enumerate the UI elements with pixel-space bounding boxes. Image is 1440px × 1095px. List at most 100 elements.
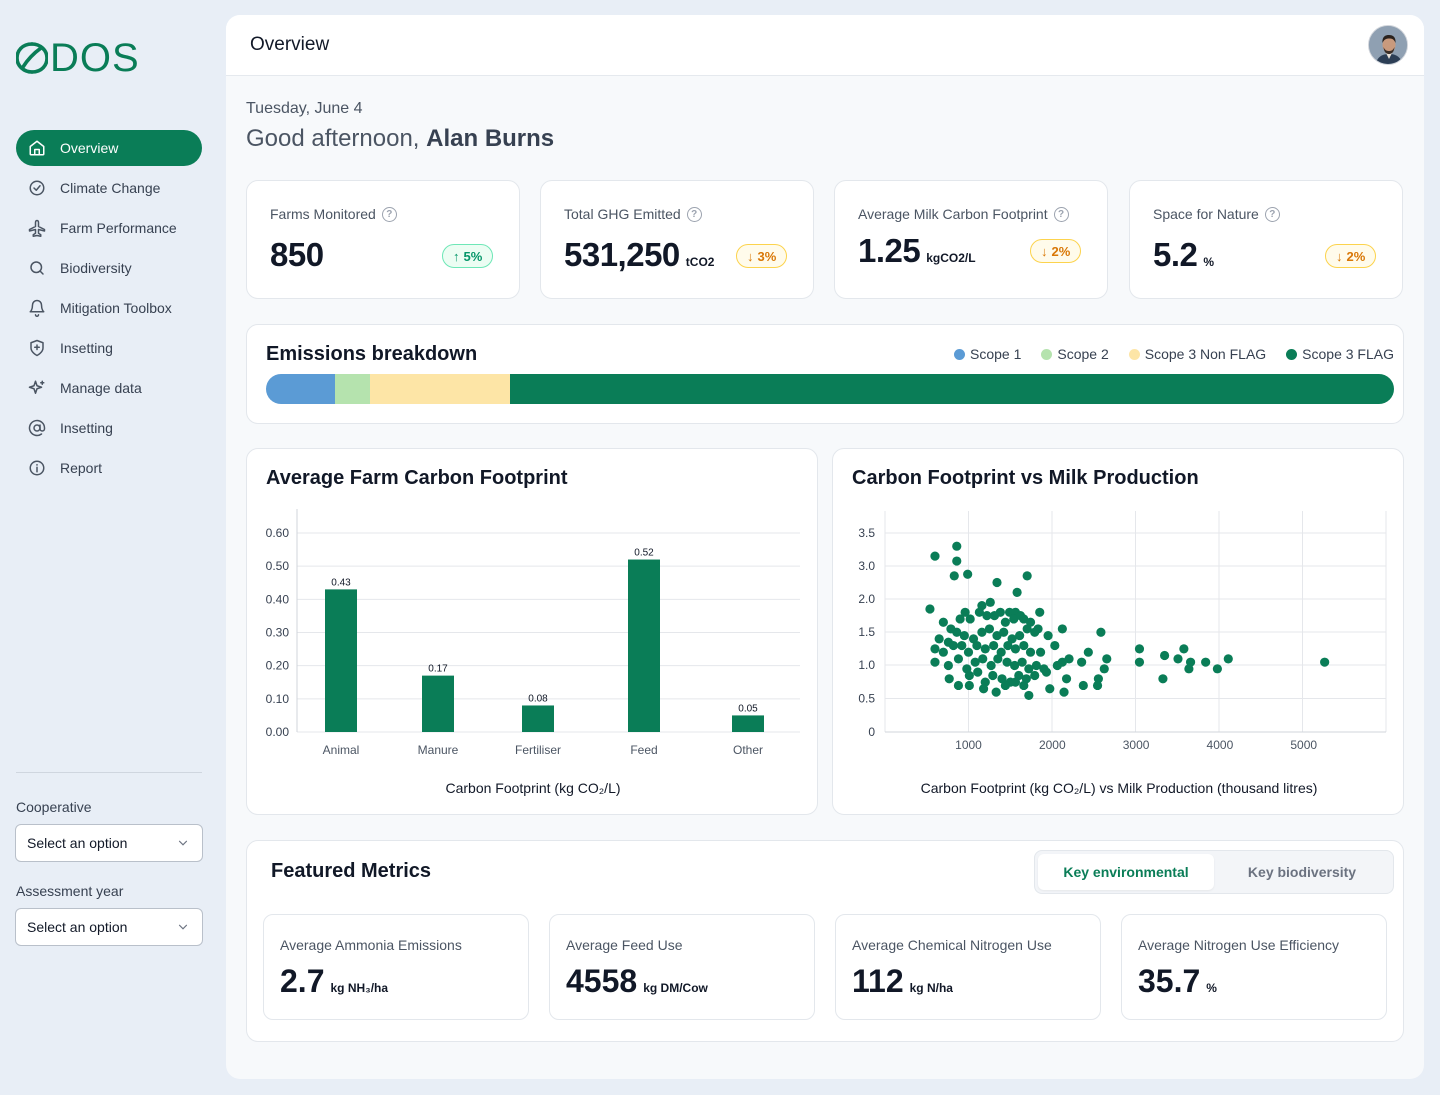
scatter-point[interactable] — [963, 647, 974, 657]
scatter-point[interactable] — [952, 627, 962, 637]
scatter-point[interactable] — [973, 667, 983, 677]
scatter-point[interactable] — [965, 614, 975, 624]
scatter-point[interactable] — [930, 644, 940, 654]
scatter-point[interactable] — [1000, 680, 1010, 691]
bar[interactable] — [422, 675, 454, 732]
bar[interactable] — [325, 589, 357, 732]
scatter-point[interactable] — [1009, 660, 1020, 671]
scatter-point[interactable] — [1050, 640, 1060, 651]
scatter-point[interactable] — [988, 670, 998, 681]
scatter-point[interactable] — [1007, 634, 1017, 644]
scatter-point[interactable] — [1179, 644, 1189, 654]
scatter-point[interactable] — [1000, 617, 1010, 627]
sidebar-item-climate-change[interactable]: Climate Change — [16, 170, 202, 206]
scatter-point[interactable] — [1035, 647, 1046, 657]
scatter-point[interactable] — [1012, 587, 1022, 597]
scatter-point[interactable] — [934, 634, 944, 644]
scatter-point[interactable] — [1057, 624, 1067, 634]
scatter-point[interactable] — [943, 660, 953, 671]
scatter-point[interactable] — [1077, 657, 1087, 667]
scatter-point[interactable] — [1024, 690, 1034, 701]
scatter-point[interactable] — [989, 611, 1000, 621]
scatter-point[interactable] — [953, 654, 964, 664]
scatter-point[interactable] — [980, 644, 990, 654]
scatter-point[interactable] — [1134, 644, 1145, 654]
scatter-point[interactable] — [1092, 680, 1103, 691]
sidebar-item-insetting-2[interactable]: Insetting — [16, 410, 202, 446]
scatter-point[interactable] — [1003, 640, 1013, 651]
scatter-point[interactable] — [1134, 657, 1145, 667]
scatter-point[interactable] — [944, 674, 954, 684]
scatter-point[interactable] — [999, 627, 1009, 637]
scatter-point[interactable] — [1102, 654, 1112, 664]
scatter-point[interactable] — [1025, 647, 1036, 657]
bar[interactable] — [522, 705, 554, 732]
scatter-point[interactable] — [1039, 664, 1049, 674]
help-icon[interactable]: ? — [1264, 206, 1280, 222]
scatter-point[interactable] — [1061, 674, 1072, 684]
scatter-point[interactable] — [1096, 627, 1106, 637]
scatter-point[interactable] — [972, 640, 982, 651]
scatter-point[interactable] — [1083, 647, 1093, 657]
help-icon[interactable]: ? — [686, 206, 702, 222]
scatter-point[interactable] — [1045, 684, 1055, 694]
sidebar-item-insetting[interactable]: Insetting — [16, 330, 202, 366]
emissions-segment[interactable] — [369, 374, 510, 404]
scatter-point[interactable] — [1022, 624, 1032, 634]
scatter-point[interactable] — [1059, 687, 1069, 697]
emissions-segment[interactable] — [266, 374, 335, 404]
scatter-point[interactable] — [1030, 670, 1040, 681]
scatter-point[interactable] — [1010, 677, 1021, 687]
scatter-point[interactable] — [1184, 664, 1194, 674]
scatter-point[interactable] — [986, 660, 996, 671]
scatter-point[interactable] — [989, 640, 999, 651]
scatter-point[interactable] — [1158, 674, 1168, 684]
scatter-point[interactable] — [1223, 654, 1233, 664]
scatter-point[interactable] — [1031, 660, 1041, 671]
scatter-point[interactable] — [960, 607, 970, 617]
scatter-point[interactable] — [1212, 664, 1222, 674]
sidebar-item-report[interactable]: Report — [16, 450, 202, 486]
scatter-point[interactable] — [992, 577, 1002, 588]
scatter-point[interactable] — [1078, 680, 1088, 691]
sidebar-item-biodiversity[interactable]: Biodiversity — [16, 250, 202, 286]
scatter-point[interactable] — [952, 556, 962, 566]
scatter-point[interactable] — [949, 571, 959, 581]
scatter-point[interactable] — [1173, 654, 1183, 664]
scatter-point[interactable] — [1015, 630, 1025, 641]
tab-key-environmental[interactable]: Key environmental — [1038, 854, 1214, 890]
scatter-point[interactable] — [925, 604, 935, 614]
emissions-segment[interactable] — [509, 374, 1394, 404]
scatter-point[interactable] — [1010, 644, 1021, 654]
assessment-year-select[interactable]: Select an option — [15, 908, 203, 946]
scatter-point[interactable] — [1019, 640, 1029, 651]
scatter-point[interactable] — [955, 614, 965, 624]
tab-key-biodiversity[interactable]: Key biodiversity — [1247, 864, 1357, 880]
scatter-point[interactable] — [948, 640, 959, 651]
help-icon[interactable]: ? — [381, 206, 397, 222]
scatter-point[interactable] — [963, 569, 973, 579]
emissions-segment[interactable] — [334, 374, 370, 404]
scatter-point[interactable] — [952, 541, 962, 551]
avatar[interactable] — [1368, 25, 1408, 65]
scatter-point[interactable] — [1019, 680, 1029, 691]
scatter-point[interactable] — [1009, 614, 1019, 624]
scatter-point[interactable] — [1030, 627, 1040, 637]
scatter-point[interactable] — [959, 630, 969, 641]
scatter-point[interactable] — [1017, 657, 1027, 667]
cooperative-select[interactable]: Select an option — [15, 824, 203, 862]
scatter-point[interactable] — [1057, 657, 1067, 667]
scatter-point[interactable] — [938, 617, 948, 627]
scatter-point[interactable] — [970, 657, 980, 667]
scatter-point[interactable] — [1201, 657, 1211, 667]
scatter-point[interactable] — [991, 687, 1001, 697]
scatter-point[interactable] — [978, 654, 988, 664]
sidebar-item-mitigation-toolbox[interactable]: Mitigation Toolbox — [16, 290, 202, 326]
scatter-point[interactable] — [930, 657, 940, 667]
scatter-point[interactable] — [964, 670, 974, 681]
bar[interactable] — [628, 559, 660, 732]
scatter-point[interactable] — [1159, 650, 1170, 661]
scatter-point[interactable] — [982, 611, 992, 621]
scatter-point[interactable] — [1022, 571, 1032, 581]
scatter-point[interactable] — [978, 684, 989, 694]
